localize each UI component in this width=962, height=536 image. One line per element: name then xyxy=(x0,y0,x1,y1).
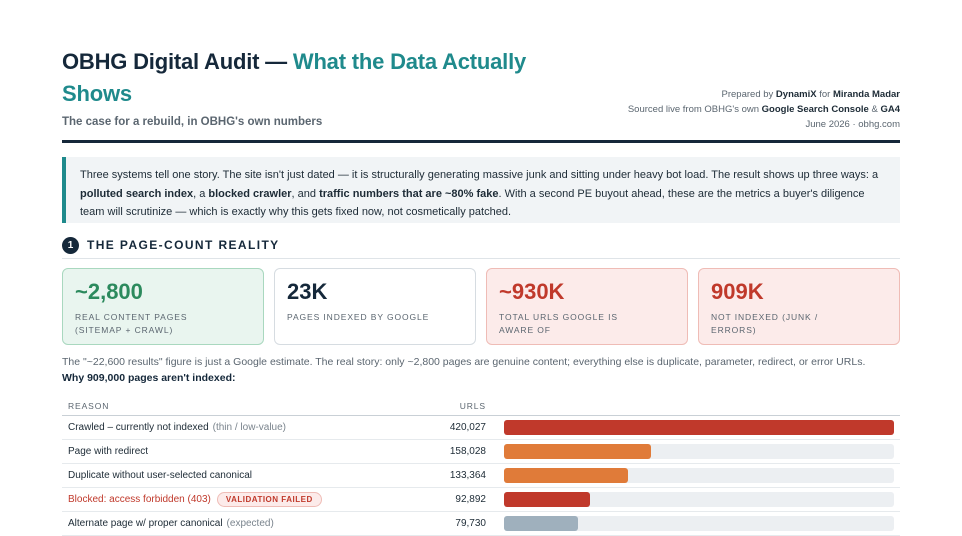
stat-value: 909K xyxy=(711,279,764,304)
col-header-reason: REASON xyxy=(68,400,110,411)
table-row: Page with redirect 158,028 xyxy=(62,440,900,464)
sourced-prefix: Sourced live from OBHG's own xyxy=(627,104,762,115)
stat-value: 23K xyxy=(287,279,328,304)
intro-bold-1: polluted search index xyxy=(80,187,194,200)
bar-fill xyxy=(504,420,894,435)
not-indexed-table: REASON URLS Crawled – currently not inde… xyxy=(62,396,900,536)
section-number-badge: 1 xyxy=(62,237,79,254)
intro-text-4: . With a second PE buyout ahead, these a… xyxy=(80,187,865,219)
intro-callout: Three systems tell one story. The site i… xyxy=(62,157,900,223)
header-rule xyxy=(62,140,900,143)
report-meta: Prepared by DynamiX for Miranda Madar So… xyxy=(628,87,900,132)
reason-note: (expected) xyxy=(226,518,274,529)
row-urls: 92,892 xyxy=(455,494,486,505)
row-reason: Alternate page w/ proper canonical (expec… xyxy=(62,518,392,529)
source-ga4: GA4 xyxy=(880,104,900,115)
row-bar-cell xyxy=(492,444,900,459)
date-line: June 2026 · obhg.com xyxy=(805,119,900,130)
page-title: OBHG Digital Audit — What the Data Actua… xyxy=(62,46,532,110)
source-amp: & xyxy=(868,104,881,115)
reason-text: Page with redirect xyxy=(68,446,149,457)
preparer-name: DynamiX xyxy=(775,89,817,100)
row-urls: 79,730 xyxy=(455,518,486,529)
stat-label: REAL CONTENT PAGES (SITEMAP + CRAWL) xyxy=(75,312,188,335)
title-main: OBHG Digital Audit — xyxy=(62,49,293,74)
reason-text: Blocked: access forbidden (403) xyxy=(68,494,211,505)
prepared-prefix: Prepared by xyxy=(721,89,776,100)
row-urls: 133,364 xyxy=(449,470,486,481)
stat-value: ~930K xyxy=(499,279,565,304)
client-name: Miranda Madar xyxy=(832,89,900,100)
table-row: Alternate page w/ proper canonical (expec… xyxy=(62,512,900,536)
page-subtitle: The case for a rebuild, in OBHG's own nu… xyxy=(62,116,323,128)
section-title: THE PAGE-COUNT REALITY xyxy=(87,238,280,252)
bar-fill xyxy=(504,444,651,459)
intro-text-3: , and xyxy=(291,187,320,200)
stat-card-indexed: 23K PAGES INDEXED BY GOOGLE xyxy=(274,268,476,345)
bar-track xyxy=(504,492,894,507)
col-header-urls: URLS xyxy=(459,400,486,411)
row-reason: Duplicate without user-selected canonica… xyxy=(62,470,392,481)
table-row: Crawled – currently not indexed (thin / l… xyxy=(62,416,900,440)
row-bar-cell xyxy=(492,516,900,531)
row-urls: 158,028 xyxy=(449,446,486,457)
intro-text-2: , a xyxy=(193,187,209,200)
intro-bold-2: blocked crawler xyxy=(208,187,292,200)
for-word: for xyxy=(816,89,833,100)
reason-note: (thin / low-value) xyxy=(212,422,286,433)
reason-text: Duplicate without user-selected canonica… xyxy=(68,470,252,481)
intro-bold-3: traffic numbers that are ~80% fake xyxy=(319,187,499,200)
stat-value: ~2,800 xyxy=(75,279,143,304)
section-header: 1 THE PAGE-COUNT REALITY xyxy=(62,235,900,259)
title-block: OBHG Digital Audit — What the Data Actua… xyxy=(62,46,532,128)
row-bar-cell xyxy=(492,468,900,483)
validation-failed-badge: VALIDATION FAILED xyxy=(216,492,322,507)
intro-text-1: Three systems tell one story. The site i… xyxy=(80,169,879,181)
bar-fill xyxy=(504,516,579,531)
bar-track xyxy=(504,420,894,435)
stat-card-real-pages: ~2,800 REAL CONTENT PAGES (SITEMAP + CRA… xyxy=(62,268,264,345)
stat-label: TOTAL URLS GOOGLE IS AWARE OF xyxy=(499,312,618,335)
row-bar-cell xyxy=(492,492,900,507)
stat-label: PAGES INDEXED BY GOOGLE xyxy=(287,312,430,322)
estimate-note: The "~22,600 results" figure is just a G… xyxy=(62,356,866,368)
title-accent: What the Data Actually Shows xyxy=(62,49,527,106)
sourced-line: Sourced live from OBHG's own Google Sear… xyxy=(628,102,900,117)
row-reason: Crawled – currently not indexed (thin / l… xyxy=(62,422,392,433)
reason-text: Crawled – currently not indexed xyxy=(68,422,209,433)
row-urls: 420,027 xyxy=(449,422,486,433)
row-reason: Blocked: access forbidden (403) VALIDATIO… xyxy=(62,492,392,507)
bar-track xyxy=(504,516,894,531)
stat-card-total-urls: ~930K TOTAL URLS GOOGLE IS AWARE OF xyxy=(486,268,688,345)
stat-card-not-indexed: 909K NOT INDEXED (JUNK / ERRORS) xyxy=(698,268,900,345)
table-heading: Why 909,000 pages aren't indexed: xyxy=(62,372,236,384)
reason-text: Alternate page w/ proper canonical xyxy=(68,518,223,529)
bar-fill xyxy=(504,492,591,507)
stat-label: NOT INDEXED (JUNK / ERRORS) xyxy=(711,312,819,335)
prepared-line: Prepared by DynamiX for Miranda Madar xyxy=(628,87,900,102)
bar-fill xyxy=(504,468,628,483)
table-row: Duplicate without user-selected canonica… xyxy=(62,464,900,488)
bar-track xyxy=(504,444,894,459)
row-reason: Page with redirect xyxy=(62,446,392,457)
stat-cards: ~2,800 REAL CONTENT PAGES (SITEMAP + CRA… xyxy=(62,268,900,345)
source-gsc: Google Search Console xyxy=(761,104,869,115)
table-header: REASON URLS xyxy=(62,396,900,416)
row-bar-cell xyxy=(492,420,900,435)
bar-track xyxy=(504,468,894,483)
table-row: Blocked: access forbidden (403) VALIDATIO… xyxy=(62,488,900,512)
